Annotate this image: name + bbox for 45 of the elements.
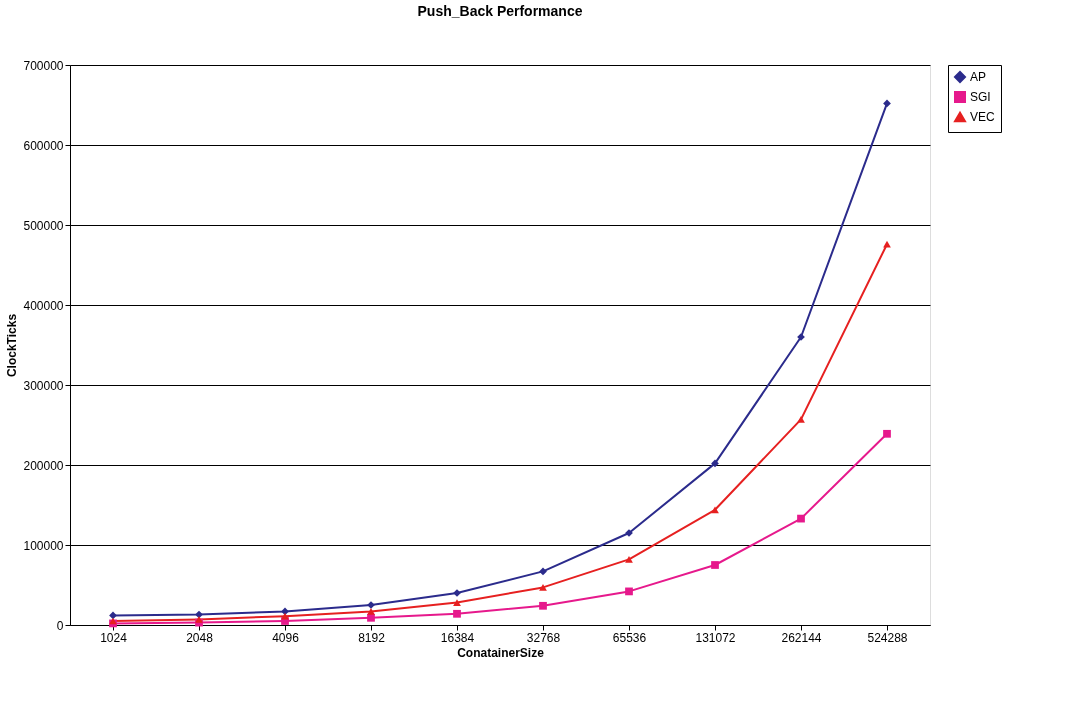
y-axis-title: ClockTicks [5,313,20,378]
chart-title: Push_Back Performance [417,3,583,19]
y-tick-label: 100000 [23,538,64,553]
x-tick-label: 65536 [612,630,647,645]
point [367,608,375,615]
point [109,611,117,620]
legend-label: VEC [970,110,996,124]
point [539,584,547,591]
point [711,506,719,514]
x-tick-label: 8192 [358,630,386,645]
x-tick-label: 524288 [867,630,908,645]
point [797,416,805,423]
point [625,556,633,563]
point [625,587,633,596]
point [797,514,805,523]
point [883,99,891,108]
y-tick-label: 300000 [23,378,64,393]
y-tick-label: 0 [56,618,64,633]
y-tick-label: 400000 [23,298,64,313]
x-tick-label: 1024 [100,630,128,645]
x-tick-label: 262144 [781,630,822,645]
y-tick-label: 500000 [23,218,64,233]
point [195,610,203,619]
point [539,567,547,576]
point [539,601,547,610]
point [281,612,289,620]
point [711,561,719,569]
x-axis-title: ConatainerSize [457,645,545,660]
x-tick-label: 16384 [440,630,475,645]
x-tick-label: 131072 [695,630,736,645]
y-tick-label: 600000 [23,138,64,153]
y-tick-label: 200000 [23,458,64,473]
y-tick-label: 700000 [23,58,64,73]
point [883,240,891,248]
point [195,616,203,623]
legend-label: SGI [970,90,991,104]
point [281,607,289,616]
x-tick-label: 2048 [186,630,214,645]
x-tick-label: 32768 [526,630,561,645]
point [883,429,891,438]
point [453,609,461,618]
legend-label: AP [970,70,987,84]
x-tick-label: 4096 [272,630,300,645]
point [453,599,461,606]
point [711,459,719,468]
